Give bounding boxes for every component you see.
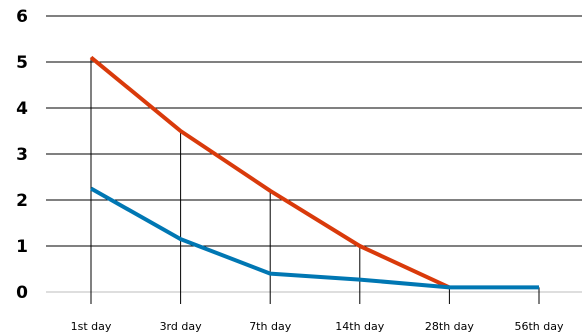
y-tick-label: 0 xyxy=(16,283,28,303)
y-tick-label: 5 xyxy=(16,53,28,73)
gridlines xyxy=(46,15,582,293)
series-lines xyxy=(89,55,539,290)
x-tick-label: 7th day xyxy=(249,320,292,333)
x-tick-label: 56th day xyxy=(514,320,564,333)
y-axis-labels: 0 1 2 3 4 5 6 xyxy=(16,7,28,303)
y-tick-label: 1 xyxy=(16,237,28,257)
x-axis-labels: 1st day 3rd day 7th day 14th day 28th day 56t… xyxy=(71,320,564,333)
series-line-2 xyxy=(90,186,539,290)
x-tick-marks xyxy=(90,57,540,304)
y-tick-label: 6 xyxy=(16,7,28,27)
x-tick-label: 14th day xyxy=(335,320,385,333)
x-tick-label: 1st day xyxy=(71,320,112,333)
x-tick-label: 3rd day xyxy=(160,320,203,333)
y-tick-label: 3 xyxy=(16,145,28,165)
x-tick-label: 28th day xyxy=(425,320,475,333)
y-tick-label: 2 xyxy=(16,191,28,211)
y-tick-label: 4 xyxy=(16,99,28,119)
series-line-1 xyxy=(89,55,451,290)
